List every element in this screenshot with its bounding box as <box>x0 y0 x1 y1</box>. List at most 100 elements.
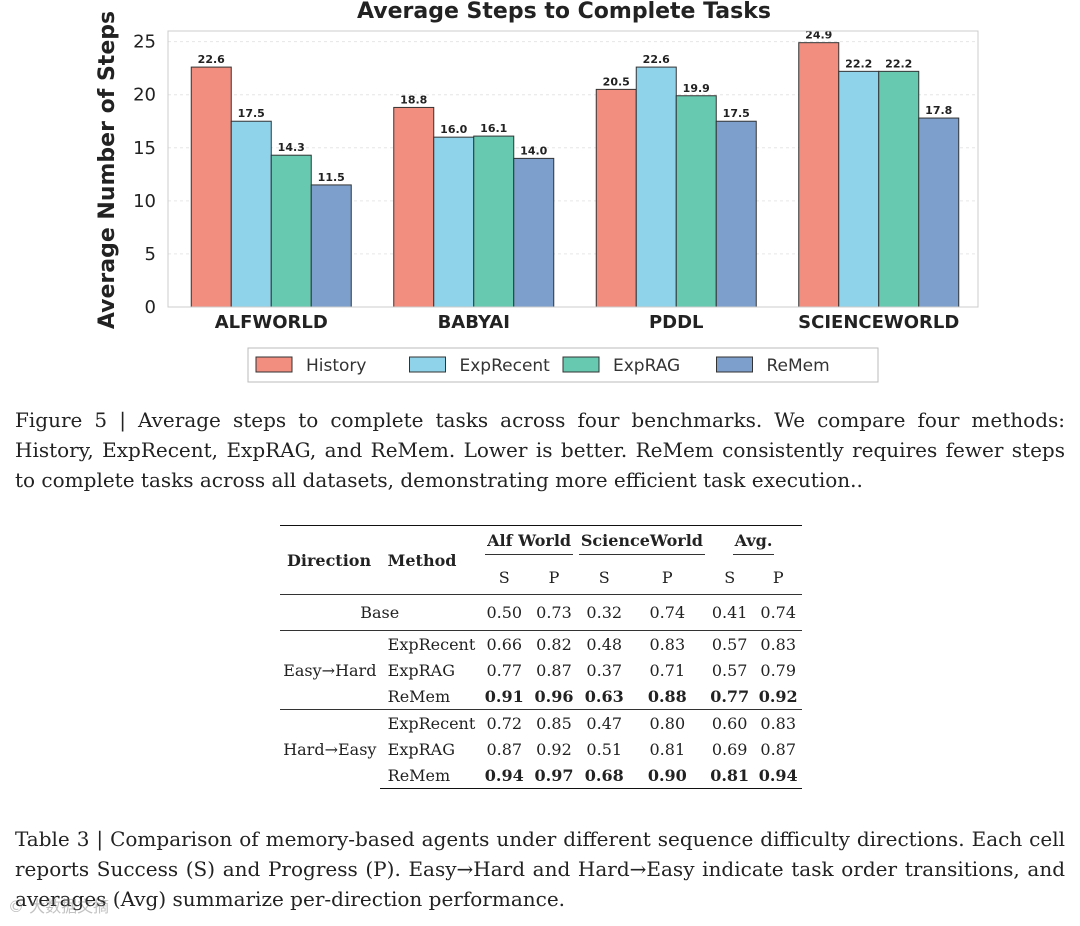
table-cell: 0.57 <box>711 660 748 680</box>
data-label: 19.9 <box>683 82 710 95</box>
data-label: 22.2 <box>885 57 912 70</box>
header-scienceworld: ScienceWorld <box>578 525 705 560</box>
method-cell: ExpRAG <box>387 739 455 759</box>
subheader-s: S <box>498 567 510 587</box>
x-tick-label: SCIENCEWORLD <box>798 312 959 333</box>
bar-remem-babyai <box>513 157 555 308</box>
table-row: ExpRAG 0.77 0.87 0.37 0.71 0.57 0.79 <box>280 657 802 683</box>
method-cell: ExpRecent <box>379 709 480 736</box>
bar-chart: Average Steps to Complete Tasks 22.6 17.5… <box>95 0 979 383</box>
figure-caption: Figure 5 | Average steps to complete tas… <box>15 408 1065 492</box>
bar-history-pddl <box>595 88 637 308</box>
bar-exprag-pddl <box>675 95 717 308</box>
method-cell: ReMem <box>387 686 451 706</box>
method-cell: ReMem <box>379 762 480 789</box>
bar-exprecent-scienceworld <box>838 70 880 308</box>
table-row: ReMem 0.94 0.97 0.68 0.90 0.81 0.94 <box>280 762 802 789</box>
legend-box <box>247 347 879 383</box>
y-tick-label: 25 <box>133 32 156 53</box>
table-cell: 0.94 <box>754 762 802 789</box>
data-label: 20.5 <box>603 75 630 88</box>
base-label: Base <box>280 594 480 631</box>
bar-history-scienceworld <box>798 42 840 308</box>
table-cell: 0.94 <box>479 762 530 789</box>
table-cell: 0.37 <box>586 660 623 680</box>
table-cell: 0.68 <box>578 762 630 789</box>
table-row: ExpRAG 0.87 0.92 0.51 0.81 0.69 0.87 <box>280 736 802 762</box>
table-cell: 0.77 <box>486 660 523 680</box>
table-cell: 0.83 <box>629 630 705 657</box>
header-avg: Avg. <box>704 525 802 560</box>
bar-exprecent-alfworld <box>230 120 272 308</box>
watermark: © 大数据文摘 <box>8 897 110 916</box>
data-label: 17.8 <box>925 104 952 117</box>
data-label: 16.0 <box>440 123 467 136</box>
table-cell: 0.87 <box>486 739 523 759</box>
bar-remem-scienceworld <box>918 117 960 308</box>
method-cell: ExpRecent <box>379 630 480 657</box>
direction-hard-easy: Hard→Easy <box>280 709 380 789</box>
table-cell: 0.57 <box>704 630 755 657</box>
table-cell: 0.83 <box>754 630 802 657</box>
data-label: 22.6 <box>198 53 225 66</box>
legend-label-exprecent: ExpRecent <box>460 356 551 376</box>
data-label: 24.9 <box>805 29 832 42</box>
chart-title: Average Steps to Complete Tasks <box>357 0 771 24</box>
bar-exprag-babyai <box>473 135 515 308</box>
x-tick-label: BABYAI <box>438 312 510 333</box>
y-axis-ticks: 0 5 10 15 20 25 <box>133 32 156 318</box>
table-cell: 0.71 <box>649 660 686 680</box>
header-method: Method <box>379 525 480 595</box>
table-row: Easy→Hard ExpRecent 0.66 0.82 0.48 0.83 … <box>280 630 802 710</box>
bar-exprag-alfworld <box>270 154 312 308</box>
legend-swatch-exprecent <box>409 356 446 373</box>
y-tick-label: 20 <box>133 85 156 106</box>
subheader-s: S <box>598 567 610 587</box>
subheader-p: P <box>548 567 560 587</box>
table-cell: 0.87 <box>536 660 572 680</box>
data-label: 16.1 <box>480 122 507 135</box>
data-label: 18.8 <box>400 93 427 106</box>
table-cell: 0.48 <box>578 630 630 657</box>
legend-swatch-exprag <box>562 356 600 373</box>
table-cell: 0.72 <box>479 709 530 736</box>
table-cell: 0.63 <box>584 686 624 706</box>
method-cell: ExpRAG <box>387 660 455 680</box>
table-row: ReMem 0.91 0.96 0.63 0.88 0.77 0.92 <box>280 683 802 710</box>
header-direction: Direction <box>280 525 380 595</box>
bar-history-babyai <box>393 106 435 308</box>
data-label: 22.2 <box>845 57 872 70</box>
table-cell: 0.60 <box>704 709 755 736</box>
legend-swatch-remem <box>716 356 753 373</box>
data-label: 17.5 <box>723 107 750 120</box>
table-cell: 0.66 <box>479 630 530 657</box>
x-tick-label: ALFWORLD <box>215 312 328 333</box>
table-cell: 0.41 <box>704 594 755 631</box>
legend-label-remem: ReMem <box>767 356 830 376</box>
bar-history-alfworld <box>190 66 232 308</box>
data-label: 22.6 <box>643 53 670 66</box>
subheader-p: P <box>772 567 784 587</box>
legend-swatch-history <box>255 356 293 373</box>
legend: History ExpRecent ExpRAG ReMem <box>247 347 879 383</box>
table-cell: 0.77 <box>710 686 750 706</box>
legend-label-history: History <box>306 356 366 376</box>
table-cell: 0.82 <box>529 630 579 657</box>
table-cell: 0.85 <box>529 709 579 736</box>
table-cell: 0.83 <box>754 709 802 736</box>
table-cell: 0.32 <box>578 594 630 631</box>
table-cell: 0.50 <box>479 594 530 631</box>
bar-exprecent-pddl <box>635 66 677 308</box>
table-caption: Table 3 | Comparison of memory-based age… <box>15 827 1065 911</box>
table-cell: 0.80 <box>629 709 705 736</box>
table-cell: 0.90 <box>629 762 705 789</box>
table-cell: 0.74 <box>629 594 705 631</box>
y-tick-label: 15 <box>133 138 156 159</box>
table-cell: 0.88 <box>647 686 687 706</box>
table-cell: 0.74 <box>754 594 802 631</box>
data-label: 17.5 <box>238 107 265 120</box>
table-cell: 0.92 <box>536 739 572 759</box>
table-row-base: Base 0.50 0.73 0.32 0.74 0.41 0.74 <box>280 594 802 631</box>
bar-remem-pddl <box>715 120 757 308</box>
plot-frame <box>167 30 979 308</box>
